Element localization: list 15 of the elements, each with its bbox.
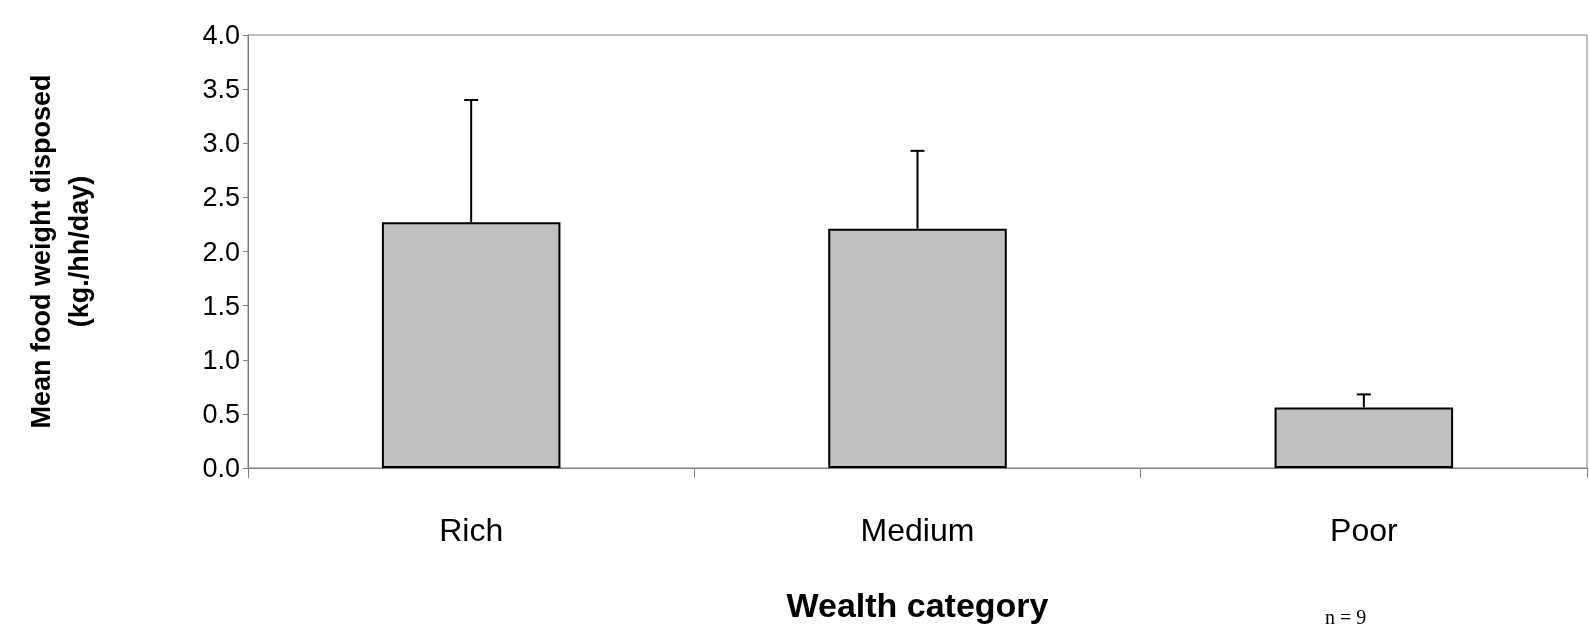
text: n = 9 <box>1325 606 1367 629</box>
x-tick-label: Poor <box>1330 512 1398 548</box>
y-tick-label: 3.0 <box>202 128 240 159</box>
y-tick-label: 4.0 <box>202 20 240 50</box>
x-tick-label: Medium <box>860 512 975 548</box>
y-tick-label: 2.5 <box>202 182 240 213</box>
y-tick-label: 2.0 <box>202 236 240 267</box>
x-axis-title: Wealth category <box>786 586 1049 624</box>
y-tick-label: 0.5 <box>202 398 240 429</box>
y-axis-title: Mean food weight disposed (kg./hh/day) <box>26 74 94 429</box>
y-tick-label: 3.5 <box>202 74 240 105</box>
y-tick-label: 0.0 <box>202 453 240 483</box>
x-tick-label: Rich <box>439 512 504 548</box>
y-tick-label: 1.5 <box>202 290 240 321</box>
y-tick-label: 1.0 <box>202 344 240 375</box>
